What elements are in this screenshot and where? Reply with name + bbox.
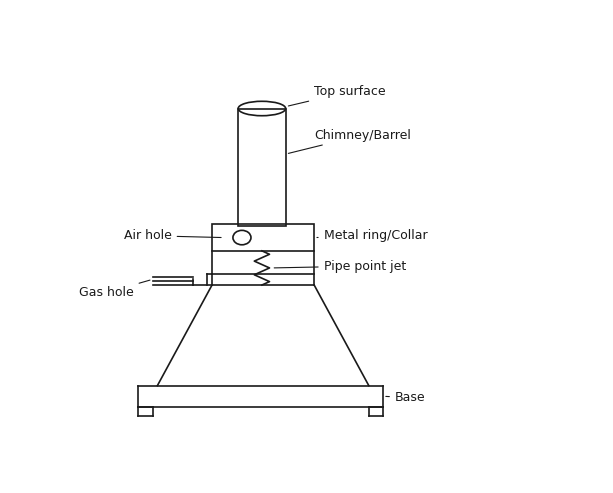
Bar bbox=[238, 108, 286, 226]
Text: Pipe point jet: Pipe point jet bbox=[274, 259, 406, 273]
Text: Base: Base bbox=[386, 391, 425, 404]
Text: Chimney/Barrel: Chimney/Barrel bbox=[288, 129, 411, 153]
Bar bbox=[212, 224, 314, 251]
Text: Air hole: Air hole bbox=[124, 229, 221, 242]
Text: Metal ring/Collar: Metal ring/Collar bbox=[317, 229, 427, 242]
Text: Top surface: Top surface bbox=[288, 85, 386, 106]
Text: Gas hole: Gas hole bbox=[79, 280, 150, 299]
